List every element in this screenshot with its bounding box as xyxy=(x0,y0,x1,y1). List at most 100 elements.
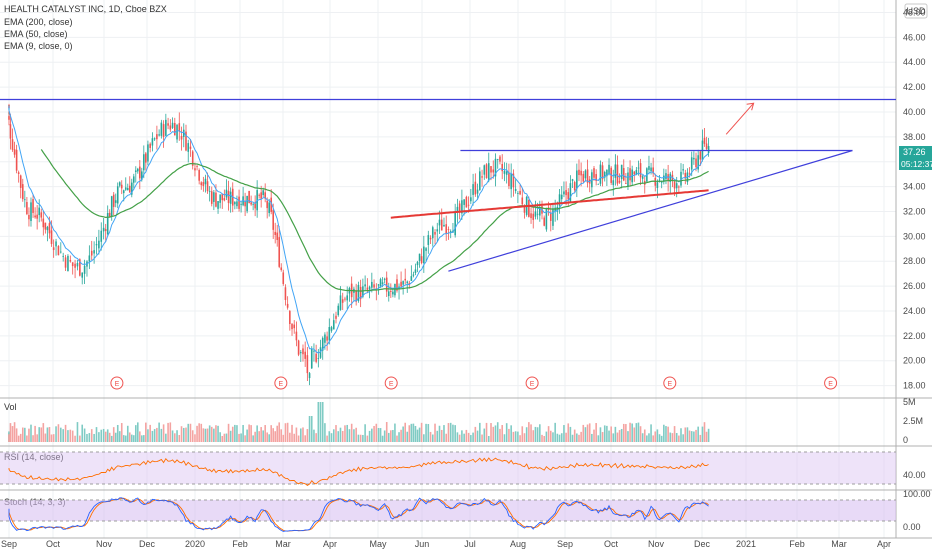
candle-body xyxy=(171,122,174,128)
volume-bar xyxy=(467,432,470,442)
candle-body xyxy=(693,157,695,160)
volume-bar xyxy=(344,425,346,442)
candle-body xyxy=(151,138,154,146)
volume-bar xyxy=(707,428,710,442)
earnings-marker-label: E xyxy=(115,381,120,388)
candle-body xyxy=(396,279,398,291)
y-tick-label: 48.00 xyxy=(903,7,926,17)
candle-body xyxy=(313,350,315,352)
candle-body xyxy=(443,224,445,227)
candle-body xyxy=(582,173,585,182)
volume-bar xyxy=(156,427,158,442)
candle-body xyxy=(262,190,264,195)
volume-bar xyxy=(558,434,561,442)
volume-bar xyxy=(332,429,335,442)
candle-body xyxy=(416,261,419,266)
candle-body xyxy=(55,241,57,247)
volume-bar xyxy=(375,423,378,442)
candle-body xyxy=(514,188,517,191)
volume-bar xyxy=(231,426,234,442)
x-tick-label: Sep xyxy=(1,539,17,549)
candle-body xyxy=(404,278,406,281)
volume-bar xyxy=(610,426,612,442)
volume-bar xyxy=(639,426,642,442)
y-tick-label: 38.00 xyxy=(903,132,926,142)
volume-bar xyxy=(652,435,654,442)
candle-body xyxy=(425,248,427,251)
candle-body xyxy=(485,164,488,179)
candle-body xyxy=(476,189,479,194)
volume-bar xyxy=(104,431,107,442)
candle-body xyxy=(463,199,465,205)
volume-bar xyxy=(487,435,490,442)
volume-bar xyxy=(55,426,57,442)
volume-bar xyxy=(38,427,41,442)
volume-bar xyxy=(547,426,550,442)
volume-bar xyxy=(202,428,205,442)
candle-body xyxy=(339,295,342,310)
candle-body xyxy=(490,166,492,173)
candle-body xyxy=(483,165,486,175)
candle-body xyxy=(560,194,563,200)
candle-body xyxy=(563,191,565,195)
volume-bar xyxy=(250,425,252,442)
currency-button[interactable] xyxy=(904,3,928,19)
candle-body xyxy=(246,195,248,212)
candle-body xyxy=(180,136,183,140)
y-axis-labels: 18.00 20.00 22.00 24.00 26.00 28.00 30.00 32.00… xyxy=(903,7,926,390)
candle-body xyxy=(74,263,76,268)
volume-bar xyxy=(625,424,627,442)
volume-bar xyxy=(501,425,504,442)
volume-bar xyxy=(160,428,163,442)
volume-bar xyxy=(321,402,324,442)
candle-body xyxy=(268,202,270,214)
volume-bar xyxy=(124,435,127,442)
candle-body xyxy=(519,190,521,195)
candle-body xyxy=(328,327,331,341)
candle-body xyxy=(458,203,461,213)
volume-bar xyxy=(463,433,465,442)
volume-bar xyxy=(118,431,121,442)
candle-body xyxy=(204,178,207,185)
candle-body xyxy=(341,299,344,303)
volume-bar xyxy=(57,424,60,442)
x-tick-label: 2020 xyxy=(185,539,205,549)
candle-body xyxy=(479,171,481,190)
candle-body xyxy=(669,173,672,182)
volume-bar xyxy=(688,430,691,442)
x-tick-label: Dec xyxy=(139,539,156,549)
candle-body xyxy=(118,182,121,186)
volume-bar xyxy=(242,424,244,442)
candle-body xyxy=(196,165,198,167)
volume-bar xyxy=(145,422,147,442)
candle-body xyxy=(703,137,706,144)
candle-body xyxy=(13,149,16,155)
volume-bar xyxy=(182,427,185,442)
volume-bar xyxy=(690,431,693,442)
volume-bar xyxy=(492,426,495,442)
candle-body xyxy=(286,303,289,308)
earnings-marker xyxy=(274,376,288,390)
candle-body xyxy=(62,255,64,257)
volume-bar xyxy=(616,432,619,442)
volume-bar xyxy=(503,434,506,442)
countdown-label: 05:12:37 xyxy=(901,159,932,169)
volume-bar xyxy=(266,432,268,442)
candle-body xyxy=(381,282,384,284)
candle-body xyxy=(102,227,105,232)
volume-bar xyxy=(297,435,300,442)
volume-bar xyxy=(593,429,595,442)
volume-bar xyxy=(108,432,111,442)
candle-body xyxy=(32,199,34,213)
candle-body xyxy=(321,337,324,351)
candle-body xyxy=(100,230,103,242)
candle-body xyxy=(44,222,47,230)
x-tick-label: Nov xyxy=(648,539,665,549)
candle-body xyxy=(558,194,561,206)
candle-body xyxy=(499,156,501,162)
volume-bar xyxy=(86,433,88,442)
volume-bar xyxy=(293,433,296,442)
volume-bar xyxy=(521,426,524,442)
